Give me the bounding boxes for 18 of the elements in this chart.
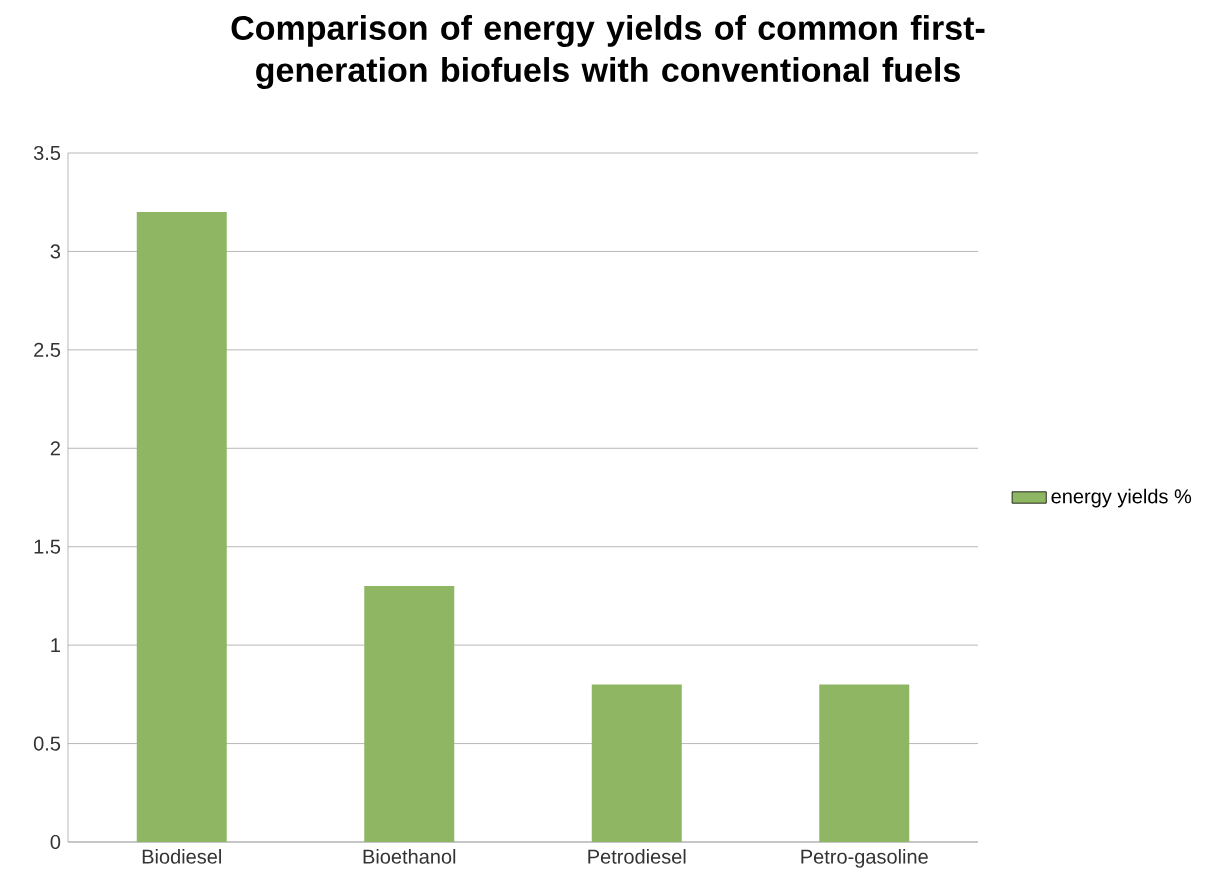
bar (819, 684, 910, 842)
y-tick-label: 3.5 (33, 145, 61, 161)
x-tick-label: Petrodiesel (588, 849, 686, 864)
chart-title: Comparison of energy yields of common first-generation biofuels with conventional fuels (231, 15, 985, 89)
y-tick-label: 2.5 (34, 342, 61, 357)
x-tick-label: Petro-gasoline (801, 849, 928, 868)
y-tick-label: 1.5 (34, 539, 61, 554)
y-tick-label: 3 (50, 244, 61, 259)
bar (364, 586, 455, 842)
y-tick-label: 0.5 (33, 736, 61, 751)
bar (591, 684, 682, 842)
y-tick-label: 2 (50, 441, 60, 456)
bar (136, 212, 227, 842)
y-tick-label: 0 (50, 834, 61, 850)
x-tick-label: Biodiesel (142, 849, 221, 864)
legend-label: energy yields % (1051, 488, 1192, 508)
x-tick-label: Bioethanol (363, 849, 456, 864)
y-tick-label: 1 (51, 638, 60, 653)
